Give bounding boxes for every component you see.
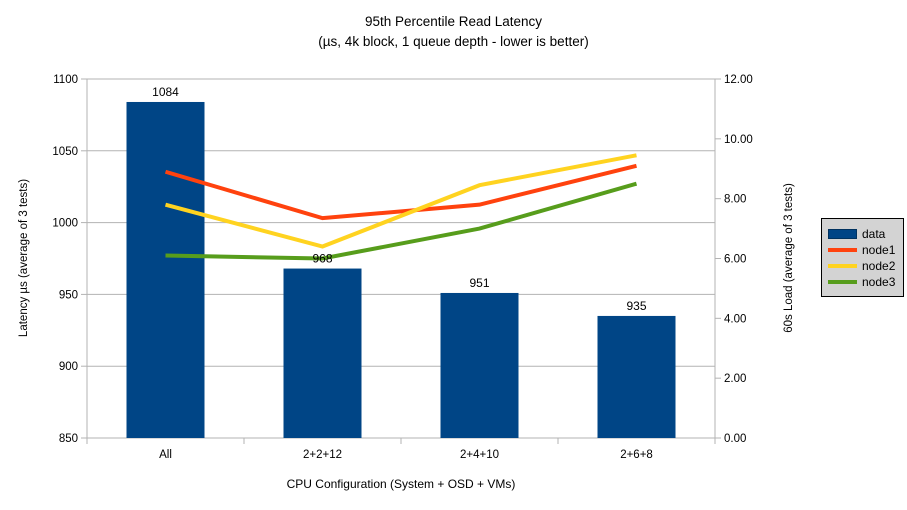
legend-label: node1 [862,242,896,257]
legend-label: node2 [862,258,896,273]
left-axis-title: Latency µs (average of 3 tests) [18,179,30,337]
right-tick-label: 10.00 [724,134,753,146]
legend-item-node3: node3 [828,274,898,289]
left-tick-label: 950 [59,289,78,301]
right-tick-label: 12.00 [724,74,753,86]
legend-swatch-node3 [828,279,857,284]
legend-item-node1: node1 [828,242,898,257]
tick-and-data-labels: 850 900 950 1000 1050 1100 0.00 2.00 4.00 6.00 8.0… [52,74,752,461]
right-tick-label: 2.00 [724,373,746,385]
left-tick-label: 850 [59,433,78,445]
bar-2+6+8 [597,315,676,438]
category-label: 2+2+12 [303,449,342,461]
left-tick-label: 1100 [53,74,78,86]
legend-item-data: data [828,226,898,241]
bar-2+4+10 [440,292,519,438]
left-tick-label: 900 [59,361,78,373]
left-tick-label: 1050 [52,146,78,158]
legend: data node1 node2 node3 [821,218,904,297]
legend-label: node3 [862,274,896,289]
chart-title-line2: (µs, 4k block, 1 queue depth - lower is … [318,34,589,49]
left-tick-label: 1000 [52,218,78,230]
bar-data-label: 968 [312,252,332,266]
chart-title: 95th Percentile Read Latency (µs, 4k blo… [0,12,907,52]
bar-data-label: 935 [626,299,646,313]
category-label: All [159,449,172,461]
right-tick-label: 4.00 [724,313,746,325]
right-tick-label: 6.00 [724,254,746,266]
category-label: 2+4+10 [460,449,499,461]
legend-item-node2: node2 [828,258,898,273]
right-tick-label: 0.00 [724,433,746,445]
right-axis-title: 60s Load (average of 3 tests) [783,183,795,333]
line-series [164,153,638,261]
line-node2 [164,153,637,249]
right-tick-label: 8.00 [724,194,746,206]
legend-swatch-data [828,228,857,239]
legend-swatch-node2 [828,263,857,268]
bar-series-data [126,101,676,438]
line-node3 [165,181,638,261]
x-axis-title: CPU Configuration (System + OSD + VMs) [286,477,516,491]
bar-data-label: 1084 [152,85,179,99]
bar-2+2+12 [283,268,362,438]
legend-swatch-node1 [828,247,857,252]
category-label: 2+6+8 [620,449,653,461]
legend-label: data [862,226,886,241]
bar-All [126,101,205,438]
chart-title-line1: 95th Percentile Read Latency [364,14,543,29]
line-node1 [164,163,637,221]
bar-data-label: 951 [469,276,489,290]
